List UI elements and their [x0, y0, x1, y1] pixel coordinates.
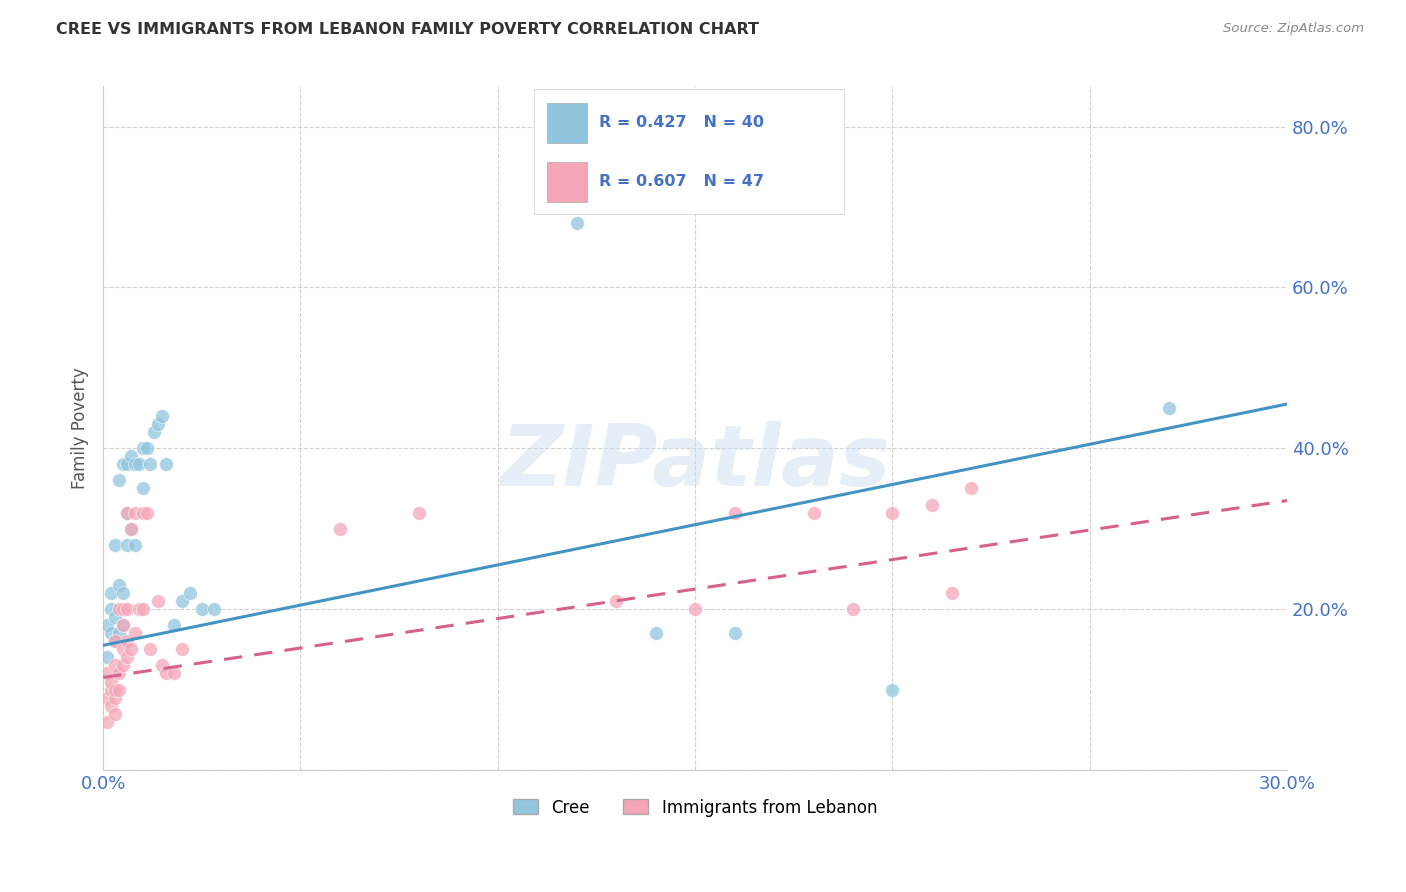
Point — [100, 698, 122, 713]
Point — [139, 458, 162, 472]
Point — [131, 442, 153, 456]
Point — [565, 216, 588, 230]
Point — [104, 682, 127, 697]
Point — [104, 706, 127, 721]
Point — [170, 642, 193, 657]
Point — [131, 482, 153, 496]
Point — [100, 682, 122, 697]
Point — [111, 642, 134, 657]
Point — [100, 602, 122, 616]
Point — [115, 602, 138, 616]
Point — [842, 602, 865, 616]
Point — [111, 658, 134, 673]
Point — [115, 650, 138, 665]
Text: Source: ZipAtlas.com: Source: ZipAtlas.com — [1223, 22, 1364, 36]
Point — [96, 618, 118, 632]
Point — [163, 618, 186, 632]
Point — [111, 602, 134, 616]
Point — [941, 586, 963, 600]
Point — [96, 666, 118, 681]
Point — [148, 594, 170, 608]
Point — [111, 618, 134, 632]
Point — [108, 578, 131, 592]
Point — [163, 666, 186, 681]
Point — [605, 594, 627, 608]
Point — [170, 594, 193, 608]
Point — [329, 522, 352, 536]
Point — [108, 682, 131, 697]
Point — [96, 690, 118, 705]
Point — [100, 626, 122, 640]
Point — [124, 626, 146, 640]
Point — [108, 474, 131, 488]
Point — [803, 506, 825, 520]
Text: R = 0.607   N = 47: R = 0.607 N = 47 — [599, 174, 765, 189]
Point — [135, 506, 157, 520]
Point — [124, 538, 146, 552]
Point — [96, 714, 118, 729]
Point — [150, 658, 173, 673]
Point — [104, 690, 127, 705]
Point — [139, 642, 162, 657]
Point — [882, 682, 904, 697]
Point — [191, 602, 214, 616]
Point — [131, 506, 153, 520]
Point — [148, 417, 170, 432]
Point — [115, 538, 138, 552]
Point — [104, 538, 127, 552]
Point — [683, 602, 706, 616]
Point — [150, 409, 173, 423]
Point — [100, 674, 122, 689]
Point — [104, 634, 127, 648]
Point — [115, 634, 138, 648]
Text: CREE VS IMMIGRANTS FROM LEBANON FAMILY POVERTY CORRELATION CHART: CREE VS IMMIGRANTS FROM LEBANON FAMILY P… — [56, 22, 759, 37]
Point — [155, 666, 177, 681]
Point — [120, 642, 142, 657]
Point — [104, 658, 127, 673]
Point — [921, 498, 943, 512]
Point — [108, 666, 131, 681]
Point — [124, 458, 146, 472]
Point — [120, 522, 142, 536]
Point — [128, 602, 150, 616]
Point — [124, 506, 146, 520]
Point — [202, 602, 225, 616]
Legend: Cree, Immigrants from Lebanon: Cree, Immigrants from Lebanon — [506, 792, 884, 823]
Point — [104, 610, 127, 624]
Point — [115, 506, 138, 520]
Point — [108, 626, 131, 640]
Point — [179, 586, 201, 600]
Point — [644, 626, 666, 640]
Point — [723, 626, 745, 640]
FancyBboxPatch shape — [547, 161, 586, 202]
Point — [723, 506, 745, 520]
Text: ZIPatlas: ZIPatlas — [501, 421, 890, 504]
Point — [108, 602, 131, 616]
Y-axis label: Family Poverty: Family Poverty — [72, 368, 89, 489]
FancyBboxPatch shape — [547, 103, 586, 143]
Point — [128, 458, 150, 472]
Text: R = 0.427   N = 40: R = 0.427 N = 40 — [599, 115, 765, 130]
Point — [115, 506, 138, 520]
Point — [115, 458, 138, 472]
Point — [143, 425, 166, 440]
Point — [960, 482, 983, 496]
Point — [155, 458, 177, 472]
Point — [131, 602, 153, 616]
Point — [1157, 401, 1180, 415]
Point — [135, 442, 157, 456]
Point — [111, 458, 134, 472]
Point — [120, 450, 142, 464]
Point — [120, 522, 142, 536]
Point — [104, 634, 127, 648]
Point — [882, 506, 904, 520]
Point — [408, 506, 430, 520]
Point — [111, 618, 134, 632]
Point — [111, 586, 134, 600]
Point — [100, 586, 122, 600]
Point — [96, 650, 118, 665]
